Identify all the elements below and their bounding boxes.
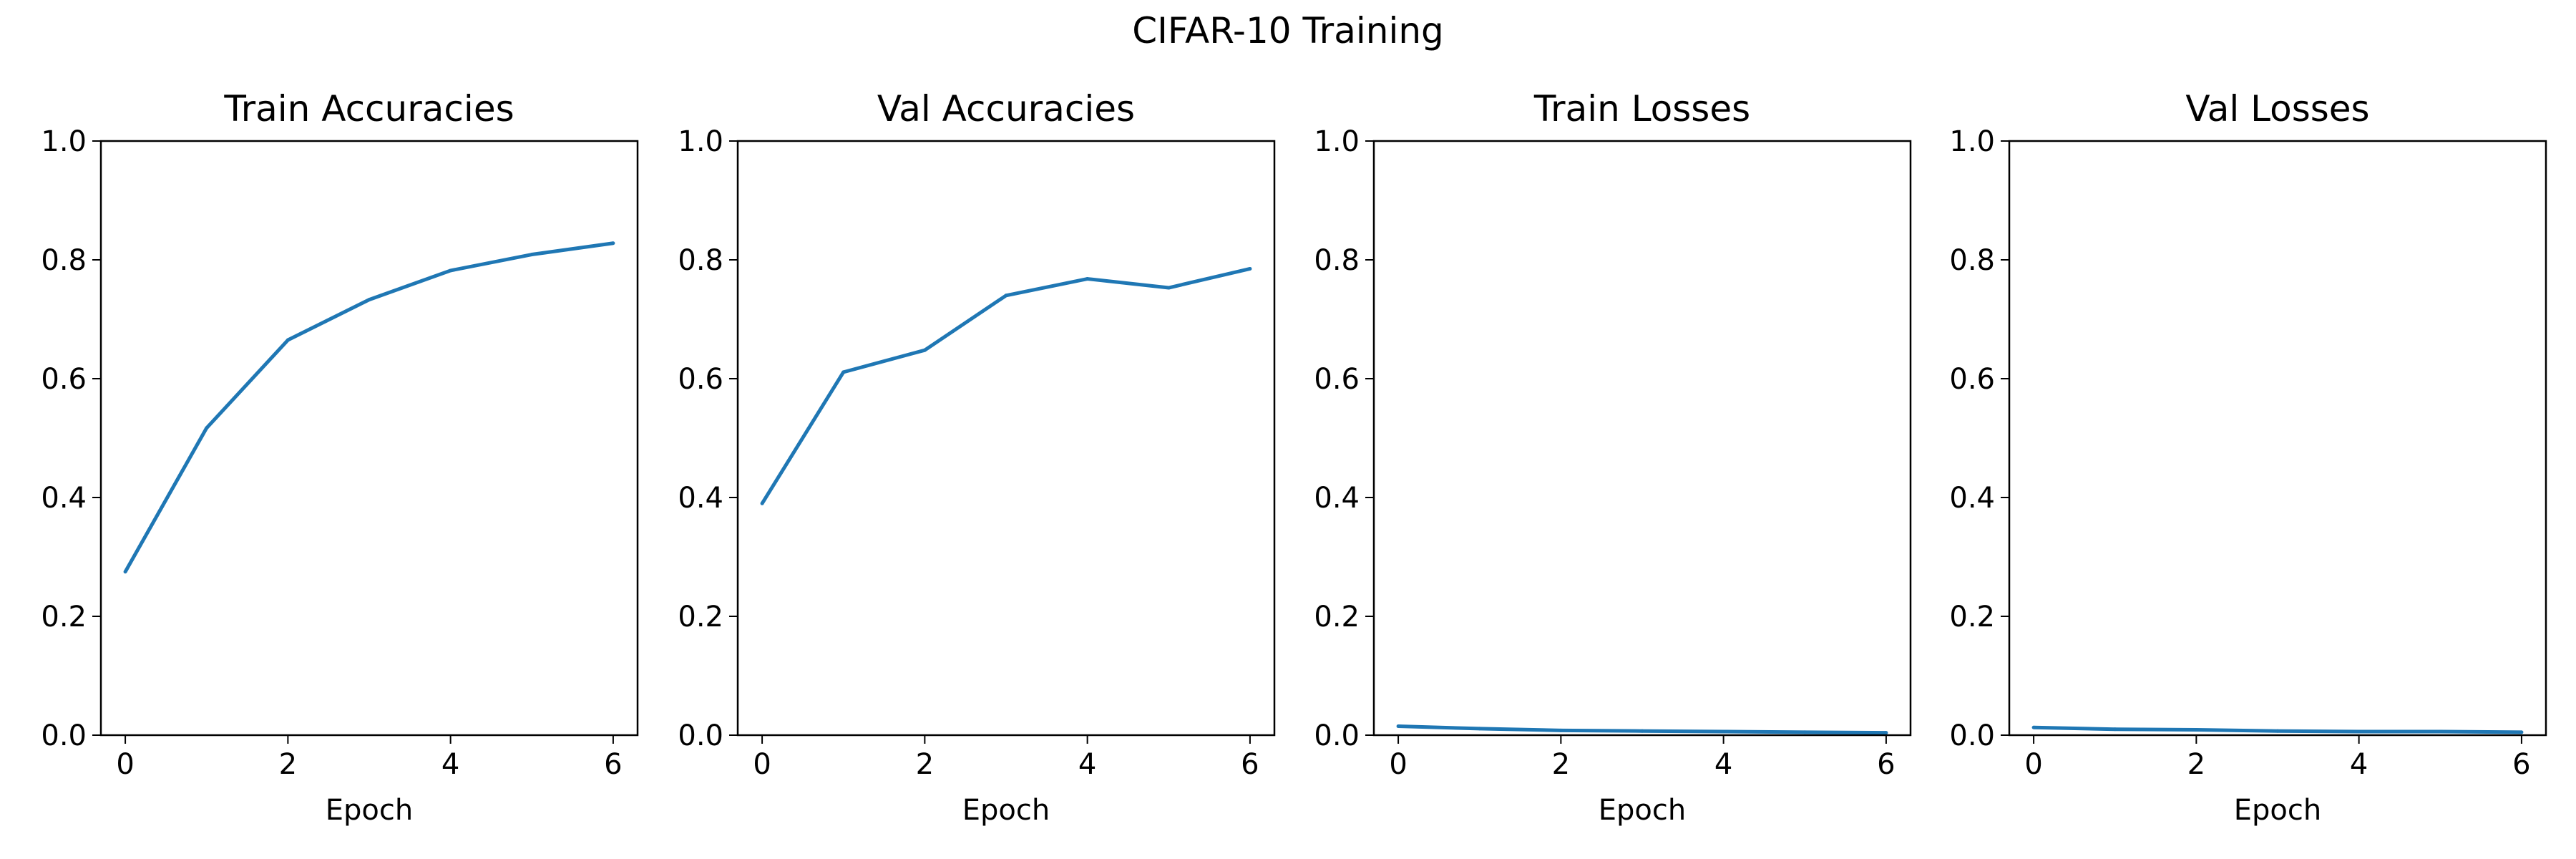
panel-title: Val Accuracies bbox=[877, 88, 1135, 130]
plot-frame bbox=[736, 140, 1276, 737]
x-tick-label: 6 bbox=[2512, 748, 2530, 781]
y-tick-label: 0.2 bbox=[1949, 601, 1995, 634]
x-tick-label: 4 bbox=[2350, 748, 2368, 781]
data-point bbox=[2519, 730, 2524, 734]
y-tick-label: 1.0 bbox=[678, 125, 723, 158]
y-tick-label: 0.6 bbox=[41, 363, 87, 396]
data-point bbox=[1396, 724, 1400, 729]
data-point bbox=[611, 241, 615, 246]
x-axis-label: Epoch bbox=[2234, 794, 2321, 827]
x-tick-label: 0 bbox=[116, 748, 134, 781]
data-point bbox=[286, 338, 290, 342]
chart-panel: Val Accuracies 0.0 0.2 0.4 0.6 0.8 1.0 0 2 4 6 Epoc… bbox=[678, 88, 1276, 827]
x-tick-label: 0 bbox=[1389, 748, 1407, 781]
x-tick-label: 4 bbox=[1714, 748, 1732, 781]
x-axis-label: Epoch bbox=[962, 794, 1050, 827]
y-tick-label: 0.6 bbox=[1949, 363, 1995, 396]
data-point bbox=[1166, 286, 1171, 290]
y-tick-label: 0.8 bbox=[1314, 244, 1360, 277]
y-tick-label: 0.4 bbox=[678, 482, 723, 515]
y-tick-label: 0.0 bbox=[1949, 719, 1995, 752]
chart-panel: Train Accuracies 0.0 0.2 0.4 0.6 0.8 1.0 0 2 4 6 Ep… bbox=[41, 88, 639, 827]
data-point bbox=[1085, 277, 1090, 281]
x-tick-label: 4 bbox=[441, 748, 459, 781]
data-point bbox=[2438, 729, 2442, 734]
y-tick-label: 0.6 bbox=[1314, 363, 1360, 396]
y-tick-label: 0.2 bbox=[1314, 601, 1360, 634]
x-tick-label: 2 bbox=[916, 748, 934, 781]
data-point bbox=[1004, 293, 1008, 298]
data-point bbox=[1802, 730, 1807, 734]
y-tick-label: 0.6 bbox=[678, 363, 723, 396]
x-tick-label: 0 bbox=[2024, 748, 2042, 781]
data-point bbox=[1722, 729, 1726, 734]
y-tick-label: 0.0 bbox=[678, 719, 723, 752]
y-tick-label: 0.4 bbox=[41, 482, 87, 515]
x-tick-label: 2 bbox=[279, 748, 297, 781]
chart-panel: Val Losses 0.0 0.2 0.4 0.6 0.8 1.0 0 2 4 6 Epoch bbox=[1949, 88, 2547, 827]
data-point bbox=[1478, 727, 1482, 731]
data-point bbox=[760, 501, 764, 505]
data-point bbox=[1558, 728, 1563, 732]
panels: Train Accuracies 0.0 0.2 0.4 0.6 0.8 1.0 0 2 4 6 Ep… bbox=[41, 88, 2547, 827]
x-tick-label: 4 bbox=[1078, 748, 1096, 781]
y-tick-label: 1.0 bbox=[41, 125, 87, 158]
x-tick-label: 6 bbox=[604, 748, 622, 781]
data-point bbox=[123, 570, 127, 574]
figure-suptitle: CIFAR-10 Training bbox=[1132, 10, 1444, 52]
y-tick-label: 1.0 bbox=[1949, 125, 1995, 158]
data-point bbox=[841, 370, 846, 374]
chart-panel: Train Losses 0.0 0.2 0.4 0.6 0.8 1.0 0 2 4 6 Epoch bbox=[1314, 88, 1912, 827]
data-point bbox=[1640, 729, 1644, 733]
x-axis-label: Epoch bbox=[326, 794, 413, 827]
y-tick-label: 0.2 bbox=[41, 601, 87, 634]
y-tick-label: 0.4 bbox=[1949, 482, 1995, 515]
data-point bbox=[922, 348, 927, 352]
data-point bbox=[2113, 727, 2117, 732]
panel-title: Train Accuracies bbox=[223, 88, 514, 130]
data-point bbox=[2031, 725, 2036, 729]
x-tick-label: 6 bbox=[1877, 748, 1895, 781]
panel-title: Train Losses bbox=[1533, 88, 1750, 130]
data-point bbox=[367, 298, 371, 302]
plot-frame bbox=[1372, 140, 1912, 737]
y-tick-label: 0.8 bbox=[41, 244, 87, 277]
x-tick-label: 2 bbox=[2187, 748, 2205, 781]
data-point bbox=[530, 253, 534, 257]
data-point bbox=[205, 426, 209, 430]
y-tick-label: 0.4 bbox=[1314, 482, 1360, 515]
x-tick-label: 0 bbox=[753, 748, 771, 781]
plot-frame bbox=[99, 140, 639, 737]
y-tick-label: 0.0 bbox=[41, 719, 87, 752]
panel-title: Val Losses bbox=[2185, 88, 2369, 130]
x-axis-label: Epoch bbox=[1599, 794, 1686, 827]
data-point bbox=[2357, 729, 2361, 734]
y-tick-label: 0.8 bbox=[1949, 244, 1995, 277]
y-tick-label: 0.2 bbox=[678, 601, 723, 634]
y-tick-label: 1.0 bbox=[1314, 125, 1360, 158]
x-tick-label: 2 bbox=[1552, 748, 1570, 781]
data-point bbox=[2194, 728, 2198, 732]
y-tick-label: 0.8 bbox=[678, 244, 723, 277]
data-point bbox=[449, 268, 453, 273]
data-point bbox=[2275, 729, 2280, 733]
y-tick-label: 0.0 bbox=[1314, 719, 1360, 752]
data-point bbox=[1248, 266, 1252, 271]
x-tick-label: 6 bbox=[1241, 748, 1259, 781]
data-point bbox=[1884, 731, 1888, 735]
plot-frame bbox=[2008, 140, 2547, 737]
